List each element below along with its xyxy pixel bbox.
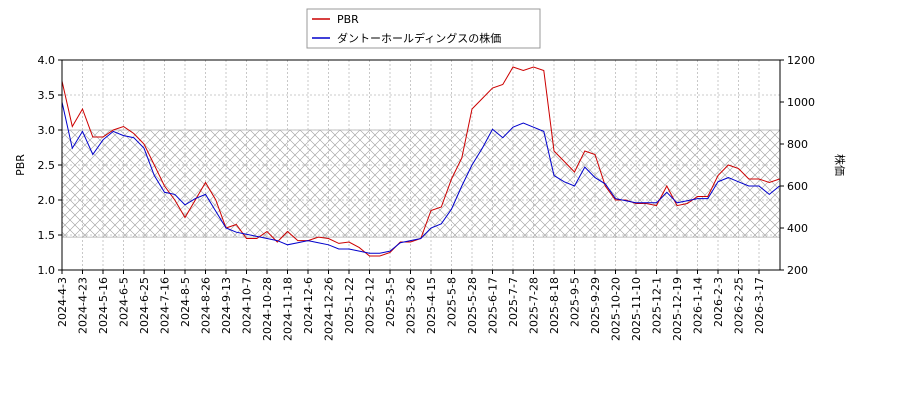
x-tick-label: 2025-8-18 bbox=[548, 277, 561, 334]
x-tick-label: 2025-5-8 bbox=[446, 277, 459, 327]
shaded-band bbox=[61, 129, 781, 238]
x-tick-label: 2026-2-3 bbox=[712, 277, 725, 327]
x-tick-label: 2024-9-13 bbox=[220, 277, 233, 334]
y-tick-label: 2.5 bbox=[38, 159, 56, 172]
x-tick-label: 2025-2-12 bbox=[364, 277, 377, 334]
x-tick-label: 2024-12-26 bbox=[323, 277, 336, 341]
x-tick-label: 2025-9-29 bbox=[589, 277, 602, 334]
y-tick-label: 1.5 bbox=[38, 229, 56, 242]
x-tick-label: 2024-4-23 bbox=[77, 277, 90, 334]
x-tick-label: 2025-6-17 bbox=[487, 277, 500, 334]
y-tick-label: 3.5 bbox=[38, 89, 56, 102]
x-tick-label: 2024-8-26 bbox=[200, 277, 213, 334]
legend-box bbox=[306, 8, 541, 49]
legend-label: ダントーホールディングスの株価 bbox=[337, 31, 501, 45]
x-tick-label: 2024-6-25 bbox=[138, 277, 151, 334]
x-tick-label: 2025-10-20 bbox=[610, 277, 623, 341]
x-tick-label: 2026-3-17 bbox=[753, 277, 766, 334]
y-tick-label: 3.0 bbox=[38, 124, 56, 137]
x-tick-label: 2025-1-22 bbox=[343, 277, 356, 334]
y-tick-label: 2.0 bbox=[38, 194, 56, 207]
x-tick-label: 2024-10-7 bbox=[241, 277, 254, 334]
x-tick-label: 2026-1-14 bbox=[692, 277, 705, 334]
y2-axis-label: 株価 bbox=[833, 154, 847, 176]
x-tick-label: 2025-7-28 bbox=[528, 277, 541, 334]
x-tick-label: 2026-2-25 bbox=[733, 277, 746, 334]
x-tick-label: 2024-11-18 bbox=[282, 277, 295, 341]
x-tick-label: 2024-10-28 bbox=[261, 277, 274, 341]
y2-tick-label: 600 bbox=[787, 180, 808, 193]
x-tick-label: 2025-4-15 bbox=[425, 277, 438, 334]
y2-tick-label: 200 bbox=[787, 264, 808, 277]
x-tick-label: 2024-8-5 bbox=[179, 277, 192, 327]
x-tick-label: 2024-5-16 bbox=[97, 277, 110, 334]
y2-tick-label: 1000 bbox=[787, 96, 815, 109]
x-tick-label: 2025-7-7 bbox=[507, 277, 520, 327]
x-tick-label: 2025-3-26 bbox=[405, 277, 418, 334]
x-tick-label: 2025-12-19 bbox=[671, 277, 684, 341]
x-tick-label: 2025-3-5 bbox=[384, 277, 397, 327]
legend-label: PBR bbox=[337, 13, 359, 26]
x-tick-label: 2024-12-6 bbox=[302, 277, 315, 334]
legend: PBR ダントーホールディングスの株価 bbox=[306, 8, 541, 49]
x-tick-label: 2025-9-5 bbox=[569, 277, 582, 327]
y-axis-label: PBR bbox=[14, 154, 27, 176]
x-tick-label: 2025-11-10 bbox=[630, 277, 643, 341]
y2-tick-label: 400 bbox=[787, 222, 808, 235]
x-tick-label: 2025-5-28 bbox=[466, 277, 479, 334]
y2-tick-label: 800 bbox=[787, 138, 808, 151]
x-tick-label: 2024-6-5 bbox=[118, 277, 131, 327]
x-tick-label: 2025-12-1 bbox=[651, 277, 664, 334]
x-tick-label: 2024-7-16 bbox=[159, 277, 172, 334]
series-line bbox=[61, 101, 780, 254]
y-tick-label: 4.0 bbox=[38, 54, 56, 67]
x-tick-label: 2024-4-3 bbox=[56, 277, 69, 327]
y-tick-label: 1.0 bbox=[38, 264, 56, 277]
plot-frame bbox=[61, 59, 781, 271]
y2-tick-label: 1200 bbox=[787, 54, 815, 67]
